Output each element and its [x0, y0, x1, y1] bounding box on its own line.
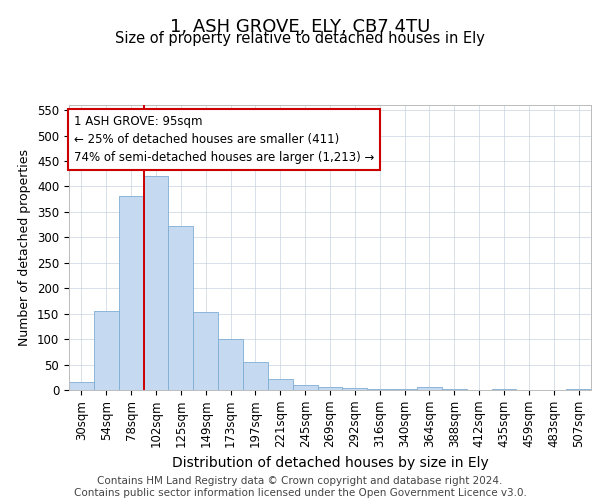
- Bar: [119, 196, 143, 390]
- Bar: [566, 389, 591, 390]
- Bar: [69, 382, 94, 390]
- Text: 1, ASH GROVE, ELY, CB7 4TU: 1, ASH GROVE, ELY, CB7 4TU: [170, 18, 430, 36]
- Bar: [143, 176, 169, 390]
- Y-axis label: Number of detached properties: Number of detached properties: [19, 149, 31, 346]
- Bar: [417, 388, 442, 390]
- Bar: [94, 311, 119, 390]
- Bar: [442, 389, 467, 390]
- Bar: [367, 389, 392, 390]
- Bar: [169, 226, 193, 390]
- Bar: [193, 312, 218, 390]
- Bar: [343, 388, 367, 390]
- Bar: [293, 385, 317, 390]
- Bar: [218, 339, 243, 390]
- Text: 1 ASH GROVE: 95sqm
← 25% of detached houses are smaller (411)
74% of semi-detach: 1 ASH GROVE: 95sqm ← 25% of detached hou…: [74, 115, 374, 164]
- Text: Contains HM Land Registry data © Crown copyright and database right 2024.
Contai: Contains HM Land Registry data © Crown c…: [74, 476, 526, 498]
- Bar: [392, 389, 417, 390]
- X-axis label: Distribution of detached houses by size in Ely: Distribution of detached houses by size …: [172, 456, 488, 469]
- Bar: [317, 388, 343, 390]
- Bar: [491, 389, 517, 390]
- Bar: [268, 380, 293, 390]
- Text: Size of property relative to detached houses in Ely: Size of property relative to detached ho…: [115, 31, 485, 46]
- Bar: [243, 362, 268, 390]
